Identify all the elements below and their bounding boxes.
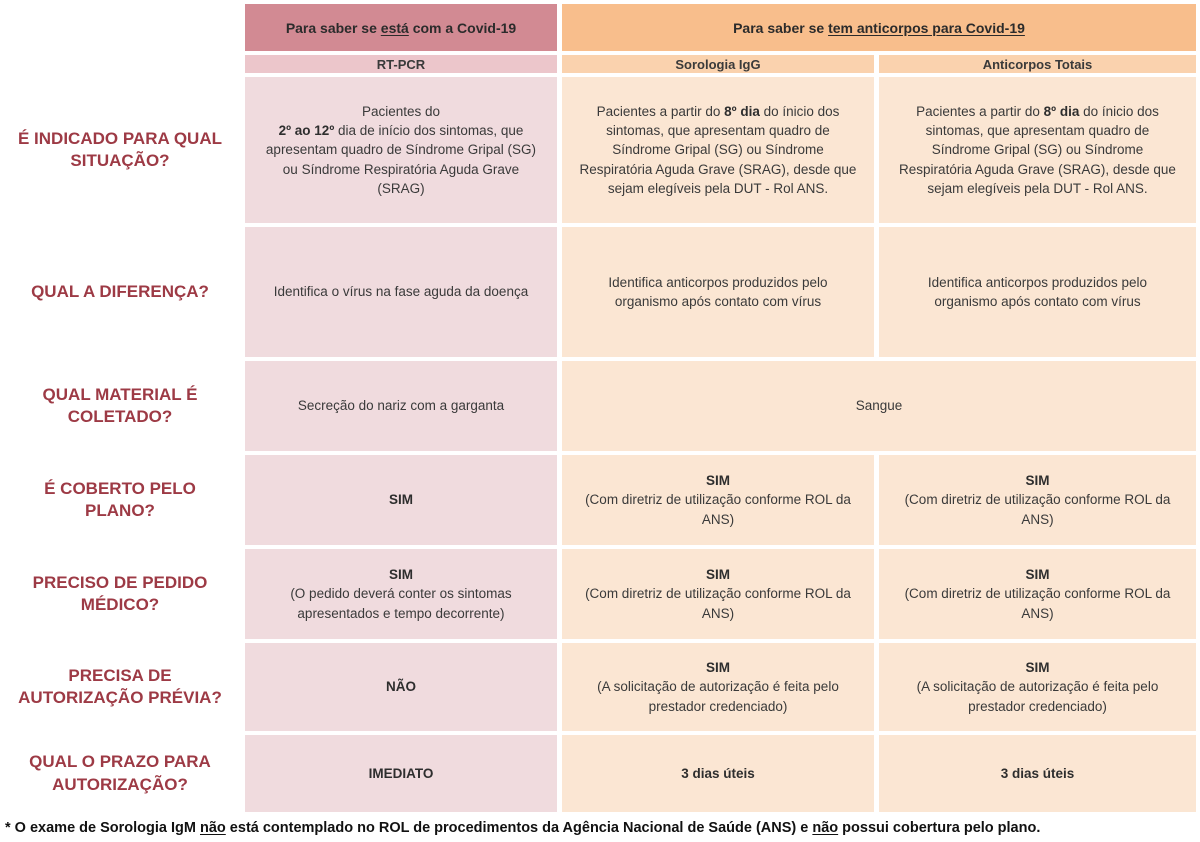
cell-situacao-rtpcr: Pacientes do 2º ao 12º dia de início dos … (245, 77, 557, 223)
footnote-underlined-nao: não (812, 820, 839, 836)
column-header-totais-text: Anticorpos Totais (982, 56, 1093, 72)
cell-answer: SIM (1025, 473, 1050, 489)
cell-text: Pacientes a partir do 8º dia do ínicio d… (579, 104, 857, 196)
cell-answer: SIM (705, 660, 730, 676)
footnote-text: está contemplado no ROL de procedimentos… (225, 820, 813, 836)
cell-note: (Com diretriz de utilização conforme ROL… (904, 492, 1171, 527)
cell-autorizacao-totais: SIM (A solicitação de autorização é feit… (879, 643, 1196, 731)
cell-cobertura-totais: SIM (Com diretriz de utilização conforme… (879, 455, 1196, 545)
cell-situacao-totais: Pacientes a partir do 8º dia do ínicio d… (879, 77, 1196, 223)
cell-situacao-igg: Pacientes a partir do 8º dia do ínicio d… (562, 77, 874, 223)
row-label-diferenca-text: QUAL A DIFERENÇA? (31, 281, 209, 301)
group-header-pcr-text: Para saber se está com a Covid-19 (285, 19, 517, 36)
cell-note: (O pedido deverá conter os sintomas apre… (290, 586, 512, 621)
cell-autorizacao-rtpcr: NÃO (245, 643, 557, 731)
cell-answer: SIM (388, 492, 413, 508)
cell-note: (A solicitação de autorização é feita pe… (916, 679, 1159, 714)
cell-text: Identifica anticorpos produzidos pelo or… (927, 274, 1148, 309)
cell-answer: 3 dias úteis (681, 765, 755, 781)
column-header-rtpcr: RT-PCR (245, 55, 557, 73)
row-label-material-text: QUAL MATERIAL É COLETADO? (42, 384, 198, 426)
cell-text: Sangue (855, 398, 903, 414)
cell-answer: NÃO (386, 679, 416, 695)
cell-diferenca-totais: Identifica anticorpos produzidos pelo or… (879, 227, 1196, 357)
cell-material-rtpcr: Secreção do nariz com a garganta (245, 361, 557, 451)
cell-prazo-totais: 3 dias úteis (879, 735, 1196, 812)
cell-text: Identifica anticorpos produzidos pelo or… (608, 274, 828, 309)
cell-answer: SIM (388, 567, 413, 583)
column-header-igg-text: Sorologia IgG (675, 56, 761, 72)
footnote-text: possui cobertura pelo plano. (838, 820, 1041, 836)
cell-prazo-igg: 3 dias úteis (562, 735, 874, 812)
cell-note: (Com diretriz de utilização conforme ROL… (585, 492, 851, 527)
cell-material-sangue: Sangue (562, 361, 1196, 451)
row-label-pedido: PRECISO DE PEDIDO MÉDICO? (0, 549, 240, 639)
group-header-antibodies: Para saber se tem anticorpos para Covid-… (562, 4, 1196, 51)
cell-answer: SIM (1025, 660, 1050, 676)
row-label-cobertura: É COBERTO PELO PLANO? (0, 455, 240, 545)
cell-text: Secreção do nariz com a garganta (297, 398, 505, 414)
cell-text: Identifica o vírus na fase aguda da doen… (273, 284, 529, 300)
cell-note: (A solicitação de autorização é feita pe… (597, 679, 839, 714)
cell-cobertura-rtpcr: SIM (245, 455, 557, 545)
cell-diferenca-rtpcr: Identifica o vírus na fase aguda da doen… (245, 227, 557, 357)
row-label-material: QUAL MATERIAL É COLETADO? (0, 361, 240, 451)
cell-answer: SIM (705, 567, 730, 583)
cell-note: (Com diretriz de utilização conforme ROL… (585, 586, 851, 621)
cell-cobertura-igg: SIM (Com diretriz de utilização conforme… (562, 455, 874, 545)
cell-answer: SIM (705, 473, 730, 489)
row-label-autorizacao: PRECISA DE AUTORIZAÇÃO PRÉVIA? (0, 643, 240, 731)
cell-answer: SIM (1025, 567, 1050, 583)
row-label-diferenca: QUAL A DIFERENÇA? (0, 227, 240, 357)
footnote-underlined-nao: não (200, 820, 226, 836)
row-label-pedido-text: PRECISO DE PEDIDO MÉDICO? (32, 572, 208, 614)
cell-answer: IMEDIATO (368, 765, 434, 781)
row-label-cobertura-text: É COBERTO PELO PLANO? (44, 478, 196, 520)
cell-text: Pacientes a partir do 8º dia do ínicio d… (899, 104, 1176, 196)
cell-pedido-rtpcr: SIM (O pedido deverá conter os sintomas … (245, 549, 557, 639)
cell-prazo-rtpcr: IMEDIATO (245, 735, 557, 812)
cell-diferenca-igg: Identifica anticorpos produzidos pelo or… (562, 227, 874, 357)
column-header-sorologia-igg: Sorologia IgG (562, 55, 874, 73)
comparison-table: Para saber se está com a Covid-19 Para s… (0, 4, 1196, 812)
row-label-situacao: É INDICADO PARA QUAL SITUAÇÃO? (0, 77, 240, 223)
cell-answer: 3 dias úteis (1000, 765, 1075, 781)
group-header-antibodies-text: Para saber se tem anticorpos para Covid-… (733, 19, 1025, 36)
cell-text: Pacientes do 2º ao 12º dia de início dos … (265, 104, 537, 196)
group-header-pcr: Para saber se está com a Covid-19 (245, 4, 557, 51)
cell-pedido-igg: SIM (Com diretriz de utilização conforme… (562, 549, 874, 639)
cell-note: (Com diretriz de utilização conforme ROL… (904, 586, 1171, 621)
footnote-text: * O exame de Sorologia IgM (5, 820, 200, 836)
row-label-prazo: QUAL O PRAZO PARA AUTORIZAÇÃO? (0, 735, 240, 812)
row-label-situacao-text: É INDICADO PARA QUAL SITUAÇÃO? (18, 128, 222, 170)
cell-autorizacao-igg: SIM (A solicitação de autorização é feit… (562, 643, 874, 731)
cell-pedido-totais: SIM (Com diretriz de utilização conforme… (879, 549, 1196, 639)
row-label-autorizacao-text: PRECISA DE AUTORIZAÇÃO PRÉVIA? (18, 665, 222, 707)
column-header-anticorpos-totais: Anticorpos Totais (879, 55, 1196, 73)
footnote: * O exame de Sorologia IgM não está cont… (0, 820, 1200, 836)
column-header-rtpcr-text: RT-PCR (376, 56, 426, 72)
row-label-prazo-text: QUAL O PRAZO PARA AUTORIZAÇÃO? (29, 752, 211, 794)
